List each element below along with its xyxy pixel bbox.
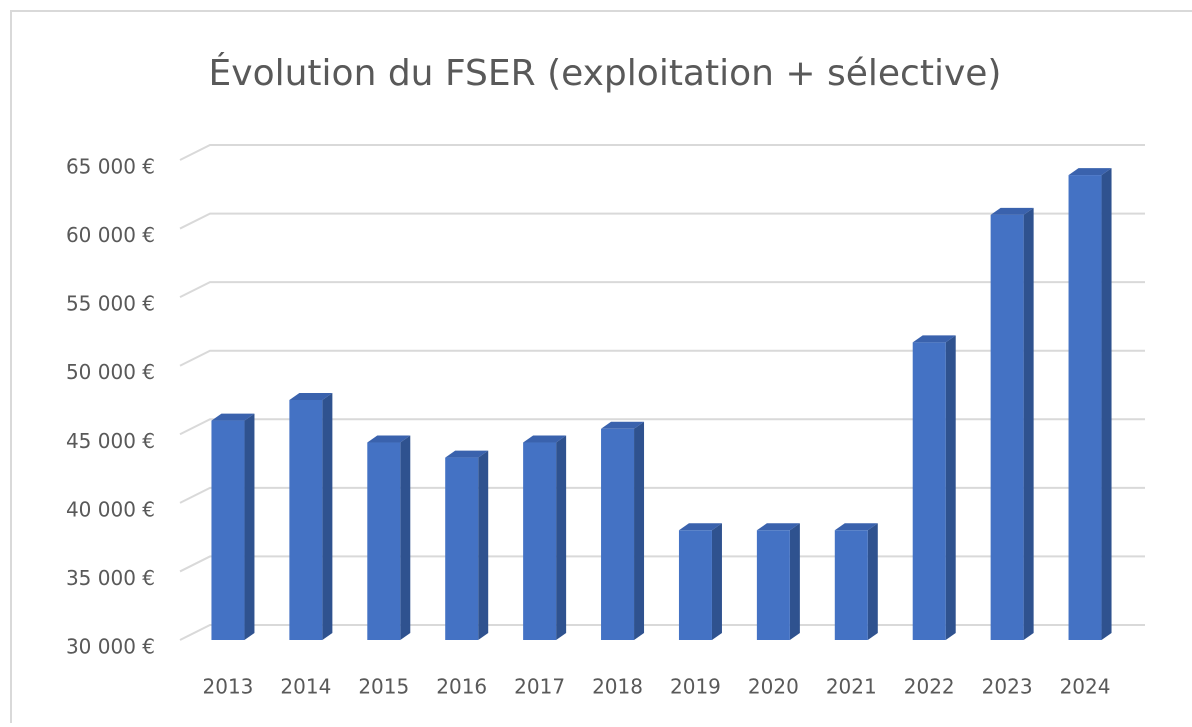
bar-side — [945, 335, 956, 640]
bar — [912, 342, 946, 640]
bar-side — [478, 450, 489, 640]
x-tick-label: 2013 — [203, 675, 254, 699]
y-tick-label: 60 000 € — [66, 223, 155, 247]
x-tick-label: 2020 — [748, 675, 799, 699]
x-tick-label: 2023 — [982, 675, 1033, 699]
bar — [1068, 175, 1102, 641]
y-tick-label: 50 000 € — [66, 360, 155, 384]
x-tick-label: 2014 — [280, 675, 331, 699]
bar-top — [289, 393, 333, 400]
x-tick-label: 2024 — [1060, 675, 1111, 699]
bar — [211, 420, 245, 640]
x-tick-label: 2016 — [436, 675, 487, 699]
bar-side — [711, 523, 722, 640]
bar-top — [756, 523, 800, 531]
y-tick-label: 35 000 € — [66, 566, 155, 590]
grid-line — [179, 486, 1145, 504]
y-tick-label: 30 000 € — [66, 635, 155, 659]
bar-top — [912, 335, 956, 343]
y-tick-label: 45 000 € — [66, 429, 155, 453]
bar — [678, 530, 712, 640]
bar-top — [678, 523, 722, 531]
bar-top — [834, 523, 878, 531]
grid-line — [179, 349, 1145, 367]
bar — [756, 530, 790, 640]
bar — [523, 442, 557, 640]
bar — [289, 400, 323, 640]
grid-line — [179, 624, 1145, 641]
bar — [834, 530, 868, 640]
bar-side — [400, 435, 411, 640]
bar-side — [244, 413, 255, 640]
grid-line — [179, 144, 1145, 161]
y-tick-label: 65 000 € — [66, 155, 155, 179]
x-tick-label: 2022 — [904, 675, 955, 699]
bar — [445, 457, 479, 640]
x-tick-label: 2021 — [826, 675, 877, 699]
x-tick-label: 2018 — [592, 675, 643, 699]
grid-line — [179, 555, 1145, 573]
x-tick-label: 2017 — [514, 675, 565, 699]
bar-top — [601, 421, 645, 429]
bar-side — [789, 523, 800, 640]
x-tick-label: 2019 — [670, 675, 721, 699]
chart-title: Évolution du FSER (exploitation + sélect… — [209, 52, 1002, 94]
bar-top — [445, 450, 489, 458]
bar-side — [1101, 168, 1112, 641]
bar — [601, 428, 635, 640]
bar-side — [322, 393, 333, 640]
y-tick-label: 40 000 € — [66, 497, 155, 521]
bar-top — [523, 435, 567, 443]
bar-side — [1023, 207, 1034, 640]
bar — [990, 214, 1024, 640]
bar — [367, 442, 401, 640]
y-tick-label: 55 000 € — [66, 292, 155, 316]
bar-side — [867, 523, 878, 640]
grid-line — [179, 281, 1145, 299]
grid-line — [179, 418, 1145, 436]
bar-top — [367, 435, 411, 443]
grid-line — [179, 212, 1145, 230]
bar-side — [634, 421, 645, 640]
bar-side — [556, 435, 567, 640]
bar-top — [211, 413, 255, 421]
x-tick-label: 2015 — [358, 675, 409, 699]
bar-top — [990, 207, 1034, 215]
bar-top — [1068, 168, 1112, 176]
